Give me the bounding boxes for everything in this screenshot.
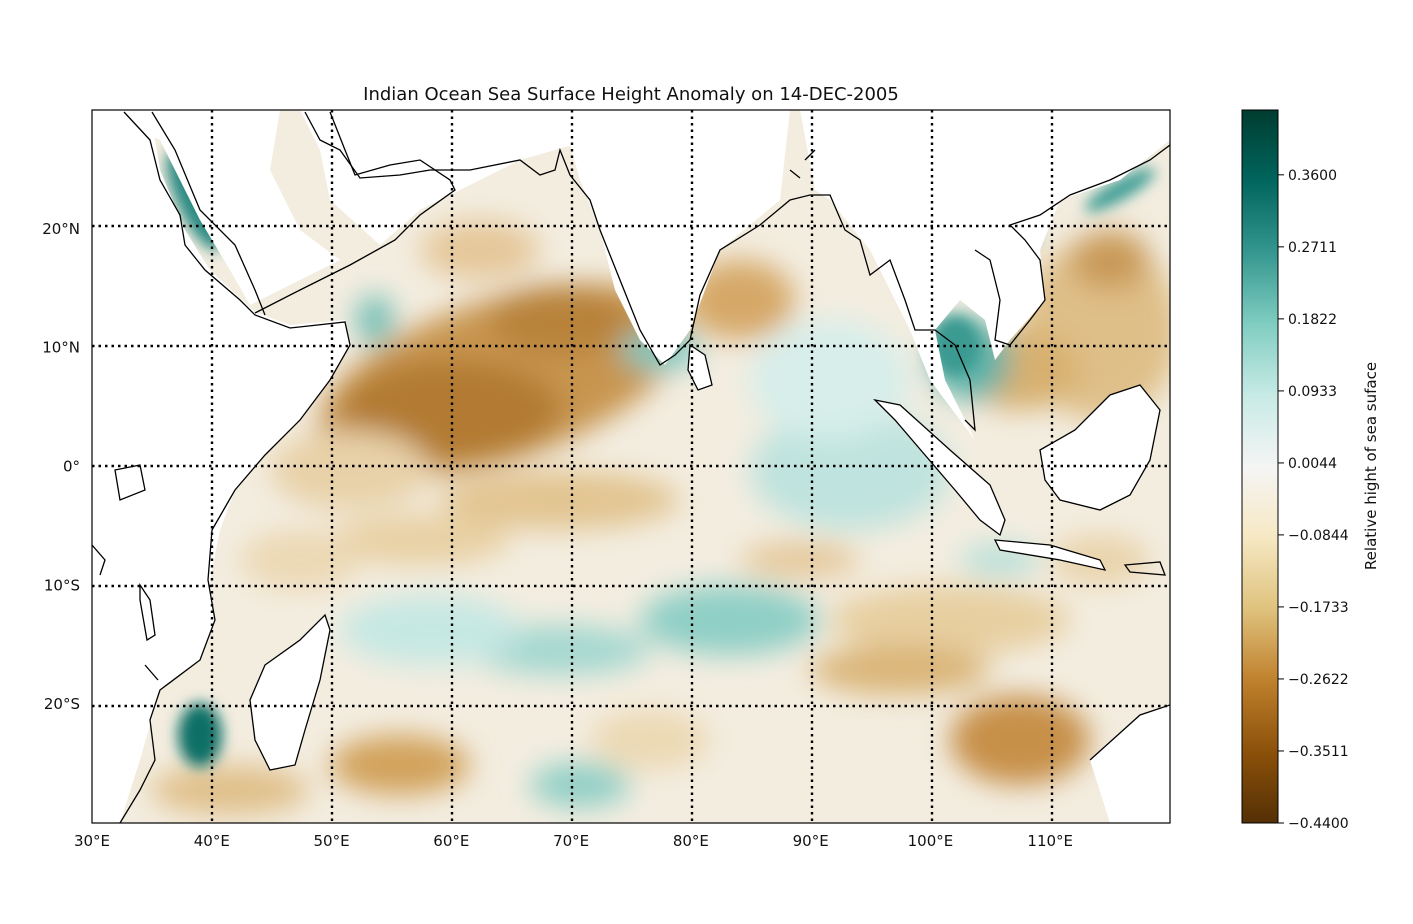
colorbar-ticks: 0.3600 0.2711 0.1822 0.0933 0.0044 −0.0844 −0.… xyxy=(1278,168,1349,832)
colorbar-tick-label: −0.1733 xyxy=(1288,600,1349,616)
coastlines xyxy=(92,111,1170,823)
colorbar-tick-label: 0.1822 xyxy=(1288,312,1337,328)
map-title: Indian Ocean Sea Surface Height Anomaly … xyxy=(363,84,899,105)
colorbar-tick-label: 0.3600 xyxy=(1288,168,1337,184)
lon-tick-label: 100°E xyxy=(908,832,954,850)
lon-tick-label: 30°E xyxy=(74,832,110,850)
colorbar: 0.3600 0.2711 0.1822 0.0933 0.0044 −0.0844 −0.… xyxy=(1241,109,1380,832)
lon-tick-label: 80°E xyxy=(673,832,709,850)
longitude-labels: 30°E 40°E 50°E 60°E 70°E 80°E 90°E 100°E 110°E xyxy=(74,832,1073,850)
lon-tick-label: 50°E xyxy=(314,832,350,850)
colorbar-tick-label: −0.4400 xyxy=(1288,816,1349,832)
lon-tick-label: 40°E xyxy=(194,832,230,850)
lat-tick-label: 10°N xyxy=(42,339,80,357)
lat-tick-label: 20°S xyxy=(44,695,80,713)
latitude-labels: 20°N 10°N 0° 10°S 20°S xyxy=(42,220,80,713)
anomaly-field xyxy=(150,220,1170,815)
lat-tick-label: 10°S xyxy=(44,576,80,594)
lon-tick-label: 70°E xyxy=(553,832,589,850)
colorbar-label: Relative hight of sea suface xyxy=(1362,362,1380,570)
map-area xyxy=(92,110,1170,823)
lon-tick-label: 90°E xyxy=(793,832,829,850)
colorbar-tick-label: −0.3511 xyxy=(1288,744,1349,760)
colorbar-tick-label: −0.0844 xyxy=(1288,528,1349,544)
map-frame xyxy=(91,109,1171,824)
colorbar-tick-label: 0.0933 xyxy=(1288,384,1337,400)
colorbar-ramp xyxy=(1241,109,1279,824)
lat-tick-label: 20°N xyxy=(42,220,80,238)
lon-tick-label: 110°E xyxy=(1027,832,1073,850)
colorbar-tick-label: −0.2622 xyxy=(1288,672,1349,688)
colorbar-tick-label: 0.2711 xyxy=(1288,240,1337,256)
lat-tick-label: 0° xyxy=(63,458,80,476)
gridlines xyxy=(92,110,1170,823)
colorbar-tick-label: 0.0044 xyxy=(1288,456,1337,472)
lon-tick-label: 60°E xyxy=(433,832,469,850)
